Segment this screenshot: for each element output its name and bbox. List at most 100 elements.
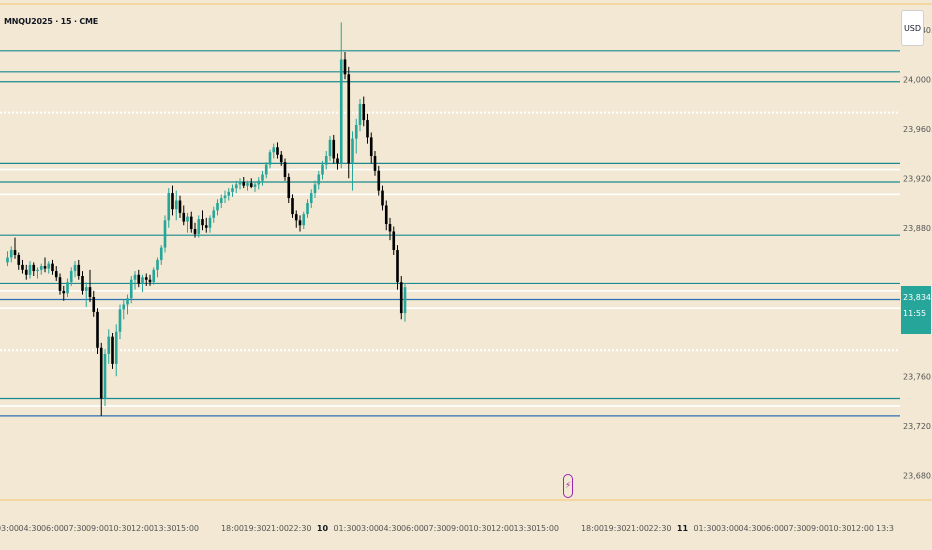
- candle-body: [351, 138, 354, 164]
- candle-body: [212, 210, 216, 218]
- lightning-icon[interactable]: ⚡: [563, 474, 573, 498]
- candle-body: [324, 155, 328, 165]
- candle-body: [66, 282, 69, 294]
- candle-body: [69, 271, 73, 283]
- candle-body: [298, 220, 302, 226]
- x-tick-label: 07:30: [783, 524, 806, 533]
- candle-body: [283, 162, 287, 178]
- candle-body: [58, 277, 62, 291]
- candle-body: [129, 279, 133, 299]
- candle-body: [373, 155, 377, 171]
- x-tick-label: 21:00: [626, 524, 649, 533]
- x-tick-label: 01:30: [693, 524, 716, 533]
- candle-body: [84, 287, 88, 291]
- x-tick-label: 03:00: [0, 524, 19, 533]
- countdown-label: 11:55: [903, 309, 927, 318]
- candle-body: [388, 224, 392, 232]
- candle-body: [369, 137, 373, 156]
- candle-body: [114, 331, 118, 364]
- candle-body: [9, 250, 13, 258]
- candle-body: [73, 264, 77, 272]
- candle-body: [272, 147, 276, 153]
- candle-body: [43, 266, 47, 269]
- candle-body: [261, 174, 264, 181]
- candle-body: [381, 190, 384, 206]
- candle-body: [384, 205, 388, 225]
- y-tick-label: 23,960.00: [903, 125, 932, 134]
- candle-body: [287, 177, 291, 199]
- x-tick-label: 13:30: [513, 524, 536, 533]
- x-tick-label: 10:30: [108, 524, 131, 533]
- candle-body: [253, 184, 257, 187]
- x-tick-label: 10:30: [468, 524, 491, 533]
- candle-body: [219, 198, 223, 203]
- x-tick-label: 22:30: [648, 524, 671, 533]
- x-tick-label: 06:00: [41, 524, 64, 533]
- candle-body: [204, 225, 208, 228]
- candle-body: [13, 250, 17, 255]
- candle-body: [396, 250, 399, 283]
- y-tick-label: 23,720.00: [903, 422, 932, 431]
- candle-body: [313, 184, 317, 194]
- x-tick-label: 10:30: [828, 524, 851, 533]
- candle-body: [366, 120, 369, 138]
- candle-body: [343, 59, 347, 75]
- candle-body: [103, 353, 107, 399]
- candle-body: [88, 287, 92, 298]
- candle-body: [257, 180, 261, 185]
- candle-body: [51, 263, 54, 272]
- candle-body: [201, 219, 204, 226]
- candle-body: [309, 193, 313, 203]
- candle-body: [328, 139, 332, 156]
- x-tick-label: 07:30: [423, 524, 446, 533]
- candle-body: [186, 216, 189, 222]
- candle-body: [178, 200, 182, 213]
- x-tick-label: 09:00: [86, 524, 109, 533]
- candle-body: [332, 139, 336, 159]
- x-tick-label: 15:00: [176, 524, 199, 533]
- candle-body: [36, 269, 39, 272]
- candle-body: [336, 158, 339, 164]
- candle-body: [291, 198, 294, 215]
- candle-body: [81, 276, 84, 291]
- candle-body: [118, 309, 122, 332]
- x-tick-label: 10: [317, 524, 329, 533]
- candle-body: [227, 191, 231, 196]
- symbol-title[interactable]: MNQU2025 · 15 · CME: [4, 17, 99, 26]
- candle-body: [96, 311, 99, 348]
- candle-body: [137, 274, 141, 284]
- candle-body: [347, 74, 351, 164]
- candle-body: [294, 214, 298, 221]
- y-tick-label: 24,000.00: [903, 75, 932, 84]
- x-tick-label: 21:00: [266, 524, 289, 533]
- x-tick-label: 15:00: [536, 524, 559, 533]
- x-tick-label: 04:30: [18, 524, 41, 533]
- candle-body: [231, 188, 234, 192]
- candle-body: [126, 298, 129, 305]
- candle-body: [234, 184, 238, 189]
- candle-body: [223, 195, 227, 199]
- candle-body: [238, 181, 242, 185]
- y-tick-label: 23,880.00: [903, 224, 932, 233]
- candle-body: [208, 217, 212, 228]
- candle-body: [302, 214, 306, 226]
- candle-body: [6, 257, 9, 263]
- candle-body: [122, 304, 126, 310]
- candle-body: [171, 193, 174, 210]
- candle-body: [159, 247, 163, 260]
- candle-body: [17, 254, 21, 265]
- currency-button[interactable]: USD: [901, 10, 924, 46]
- candle-body: [156, 259, 159, 270]
- x-tick-label: 09:00: [806, 524, 829, 533]
- candle-body: [133, 274, 137, 280]
- candle-body: [392, 231, 396, 251]
- x-tick-label: 18:00: [581, 524, 604, 533]
- candle-body: [99, 347, 103, 399]
- last-price-tag: 23,834.00 11:55: [901, 286, 932, 334]
- candle-body: [182, 212, 186, 222]
- x-tick-label: 18:00: [221, 524, 244, 533]
- candle-body: [403, 287, 407, 314]
- candle-body: [32, 264, 36, 272]
